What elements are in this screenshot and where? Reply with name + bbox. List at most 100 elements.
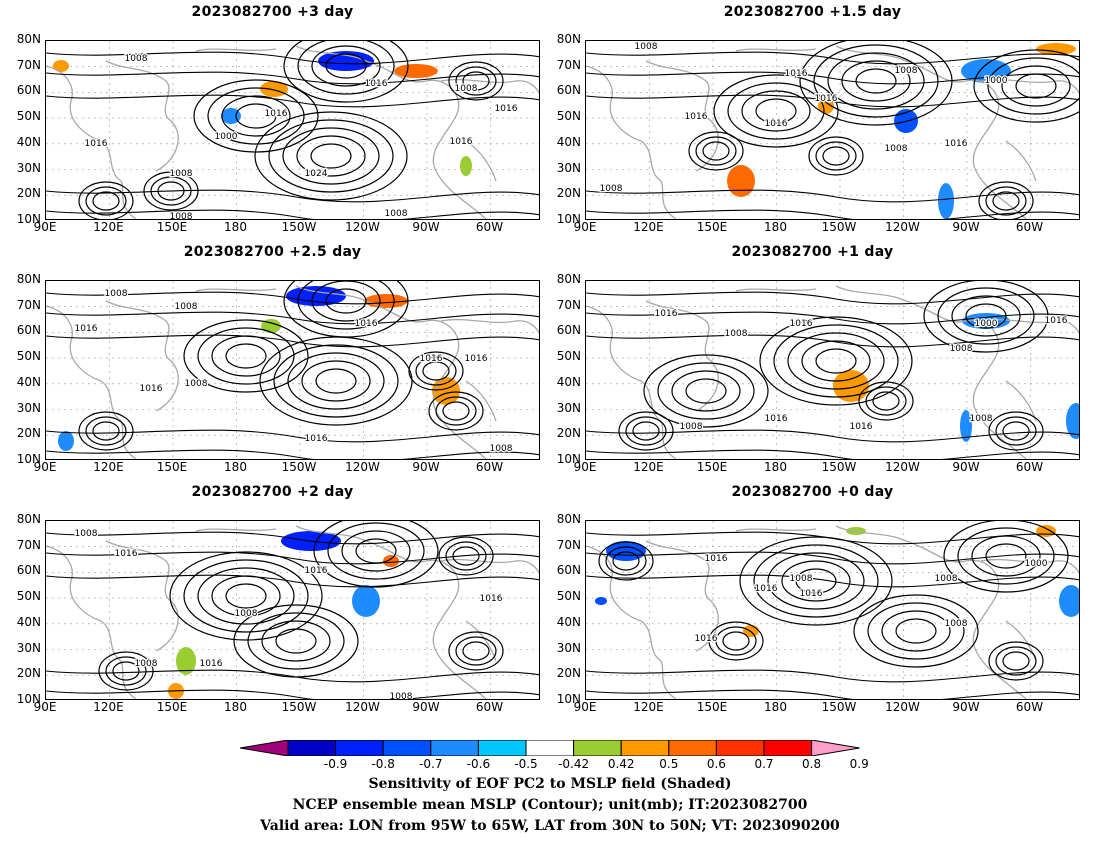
coastline	[735, 288, 817, 292]
isobar	[995, 416, 1037, 446]
lat-label: 60N	[16, 563, 41, 578]
contour-label: 1008	[490, 444, 513, 454]
isobar	[987, 57, 1079, 115]
isobar	[46, 334, 539, 348]
contour-label: 1008	[600, 184, 623, 194]
colorbar-swatch	[763, 740, 813, 756]
isobar	[462, 71, 490, 91]
contour-label: 1008	[385, 209, 408, 219]
isobar	[415, 356, 457, 386]
caption-line-3: Valid area: LON from 95W to 65W, LAT fro…	[260, 818, 840, 834]
isobar	[283, 41, 409, 103]
lon-label: 120E	[633, 460, 664, 474]
sensitivity-shade	[961, 59, 1011, 83]
isobar	[741, 90, 811, 132]
lat-label: 40N	[16, 614, 41, 629]
isobar	[586, 291, 1079, 305]
lon-label: 60W	[1015, 700, 1044, 714]
isobar	[46, 291, 539, 305]
isobar	[455, 66, 497, 96]
contour-label: 1016	[945, 139, 968, 149]
isobar	[1015, 73, 1057, 99]
isobar	[985, 186, 1027, 216]
coastline	[195, 48, 277, 52]
sensitivity-shade	[383, 555, 399, 567]
sensitivity-shade	[352, 585, 380, 617]
coastline	[195, 528, 277, 532]
isobar	[822, 146, 850, 166]
lon-label: 90W	[952, 220, 980, 234]
contour-label: 1008	[185, 379, 208, 389]
colorbar-tick-label: 0.9	[849, 757, 869, 771]
isobar	[978, 181, 1034, 219]
lon-label: 180	[764, 220, 787, 234]
isobar	[586, 669, 1079, 683]
contour-label: 1000	[985, 76, 1008, 86]
panel-title: 2023082700 +1.5 day	[723, 4, 902, 20]
map-panel-5: 2023082700 +2 day 1008 1016 1016 1008 1016 10…	[0, 480, 545, 715]
isobar	[325, 288, 367, 314]
coastline	[440, 558, 539, 575]
isobar	[85, 186, 127, 216]
isobar	[853, 594, 979, 668]
isobar	[438, 536, 494, 576]
sensitivity-shade	[261, 319, 281, 333]
isobar	[671, 370, 741, 412]
lon-label: 120E	[93, 220, 124, 234]
isobar	[211, 335, 281, 377]
lon-label: 90E	[33, 700, 57, 714]
isobar	[150, 176, 192, 206]
isobar	[858, 381, 914, 421]
sensitivity-shade	[394, 64, 438, 78]
isobar	[1001, 65, 1071, 107]
sensitivity-shade	[432, 377, 460, 405]
lon-label: 150W	[281, 460, 317, 474]
contour-label: 1008	[105, 289, 128, 299]
lat-label: 60N	[556, 563, 581, 578]
contour-label: 1008	[635, 42, 658, 52]
isobar	[586, 551, 1079, 565]
isobar	[448, 631, 504, 671]
coastline	[586, 545, 677, 699]
isobar	[841, 60, 911, 102]
colorbar-swatch	[715, 740, 765, 756]
lat-label: 70N	[16, 297, 41, 312]
isobar	[715, 626, 757, 656]
coastline	[440, 318, 539, 335]
panel-title: 2023082700 +3 day	[191, 4, 354, 20]
contour-label: 1008	[175, 302, 198, 312]
isobar	[951, 295, 1021, 337]
isobar	[341, 530, 411, 572]
isobar	[259, 336, 413, 426]
contour-label: 1008	[895, 66, 918, 76]
lat-label: 10N	[556, 691, 581, 706]
isobar	[297, 41, 395, 95]
coastline	[105, 60, 179, 172]
colorbar-tick-label: -0.7	[419, 757, 443, 771]
isobar	[46, 551, 539, 565]
isobar	[193, 79, 319, 153]
isobar	[985, 543, 1027, 569]
contour-label: 1016	[355, 319, 378, 329]
colorbar-swatch	[668, 740, 717, 756]
lon-label: 120E	[93, 700, 124, 714]
caption-line-2: NCEP ensemble mean MSLP (Contour); unit(…	[292, 797, 808, 813]
contour-label: 1000	[215, 132, 238, 142]
lat-label: 80N	[16, 32, 41, 46]
lat-label: 50N	[556, 349, 581, 364]
coastline	[1005, 140, 1037, 182]
contour-label: 1000	[975, 319, 998, 329]
lon-label: 180	[224, 460, 247, 474]
lat-label: 80N	[556, 272, 581, 286]
isobar	[455, 636, 497, 666]
contour-label: 1016	[765, 414, 788, 424]
lon-label: 150E	[156, 460, 188, 474]
contour-label: 1016	[685, 112, 708, 122]
isobar	[895, 618, 937, 644]
contour-label: 1016	[815, 94, 838, 104]
panel-title: 2023082700 +1 day	[731, 244, 894, 260]
colorbar-tick-label: -0.6	[466, 757, 491, 771]
contour-label: 1016	[140, 384, 163, 394]
colorbar-arrow-left	[240, 740, 289, 756]
isobar	[92, 421, 120, 441]
